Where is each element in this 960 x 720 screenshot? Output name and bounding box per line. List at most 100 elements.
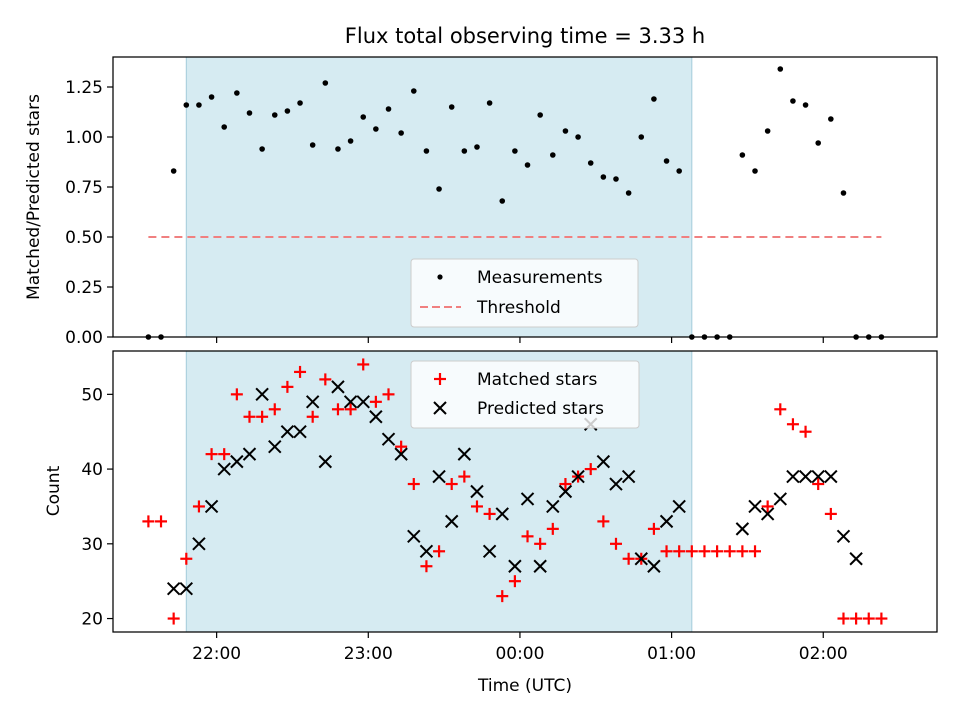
y-tick-label: 50 bbox=[81, 385, 103, 405]
predicted-star-point bbox=[811, 469, 825, 484]
matched-star-point bbox=[508, 575, 521, 588]
measurement-point bbox=[183, 102, 190, 108]
predicted-star-point bbox=[520, 492, 535, 506]
measurement-point bbox=[360, 114, 367, 120]
matched-star-point bbox=[180, 552, 193, 565]
measurement-point bbox=[562, 128, 569, 134]
measurement-points-layer bbox=[145, 66, 885, 340]
measurement-point bbox=[196, 102, 202, 108]
bottom-y-ticks: 20 30 40 50 bbox=[81, 385, 113, 630]
matched-star-point bbox=[862, 612, 875, 625]
measurement-point bbox=[651, 96, 657, 102]
y-tick-label: 0.50 bbox=[65, 228, 103, 248]
matched-star-point bbox=[609, 537, 622, 550]
top-x-ticks bbox=[216, 337, 824, 343]
predicted-star-point bbox=[634, 552, 648, 566]
matched-star-point bbox=[597, 515, 610, 528]
predicted-star-point bbox=[419, 544, 434, 558]
matched-star-point bbox=[331, 403, 344, 416]
matched-star-point bbox=[458, 470, 471, 483]
measurement-point bbox=[259, 146, 265, 152]
predicted-star-point bbox=[204, 499, 219, 514]
measurement-point bbox=[373, 126, 379, 132]
matched-star-point bbox=[243, 410, 256, 423]
measurement-point bbox=[676, 168, 682, 174]
y-tick-label: 0.25 bbox=[65, 278, 103, 298]
matched-star-point bbox=[786, 418, 799, 431]
predicted-star-point bbox=[735, 522, 750, 536]
predicted-star-point bbox=[318, 454, 333, 469]
matched-star-point bbox=[369, 395, 382, 408]
measurement-point bbox=[271, 112, 278, 118]
matched-star-point bbox=[837, 612, 850, 625]
y-tick-label: 1.00 bbox=[65, 128, 103, 148]
x-tick-label: 00:00 bbox=[495, 644, 544, 664]
matched-star-point bbox=[534, 537, 547, 550]
matched-star-point bbox=[357, 358, 370, 371]
matched-star-point bbox=[521, 530, 534, 543]
matched-star-point bbox=[470, 500, 483, 513]
y-tick-label: 20 bbox=[81, 610, 103, 630]
predicted-star-point bbox=[369, 410, 383, 424]
bottom-y-axis-label: Count bbox=[44, 465, 64, 516]
measurement-point bbox=[802, 102, 809, 108]
predicted-star-point bbox=[786, 469, 800, 484]
matched-star-point bbox=[761, 500, 774, 513]
predicted-star-point bbox=[407, 529, 421, 544]
measurement-point bbox=[322, 80, 329, 86]
matched-star-point bbox=[812, 478, 825, 491]
measurement-point bbox=[246, 110, 253, 116]
predicted-star-point bbox=[192, 537, 206, 551]
predicted-star-point bbox=[596, 454, 611, 469]
y-tick-label: 1.25 bbox=[65, 78, 103, 98]
predicted-star-point bbox=[356, 395, 370, 409]
matched-star-point bbox=[230, 388, 243, 401]
measurement-point bbox=[587, 160, 594, 166]
predicted-star-point bbox=[432, 469, 446, 484]
matched-star-point bbox=[685, 545, 698, 558]
matched-star-point bbox=[584, 463, 597, 476]
predicted-star-point bbox=[457, 447, 472, 461]
predicted-star-point bbox=[647, 559, 661, 573]
matched-star-point bbox=[824, 507, 837, 520]
predicted-star-point bbox=[836, 529, 851, 544]
measurement-point bbox=[234, 90, 240, 96]
matched-star-point bbox=[281, 380, 294, 393]
legend-measurements-label: Measurements bbox=[477, 268, 603, 288]
predicted-star-point bbox=[621, 469, 636, 484]
matched-star-point bbox=[205, 448, 218, 461]
matched-star-point bbox=[723, 545, 736, 558]
predicted-star-point bbox=[242, 447, 257, 461]
measurement-point bbox=[398, 130, 404, 136]
matched-star-point bbox=[395, 440, 408, 453]
matched-star-point bbox=[736, 545, 749, 558]
matched-star-point bbox=[192, 500, 205, 513]
predicted-star-point bbox=[849, 552, 863, 566]
predicted-star-point bbox=[444, 514, 459, 529]
bottom-legend-box bbox=[410, 360, 640, 429]
predicted-star-point bbox=[166, 581, 181, 596]
top-panel: Flux total observing time = 3.33 h 0.000… bbox=[24, 24, 938, 348]
matched-star-point bbox=[749, 545, 762, 558]
top-plot-frame bbox=[112, 56, 938, 338]
measurement-point bbox=[512, 148, 518, 154]
legend-measurements-marker bbox=[437, 274, 443, 280]
predicted-star-point bbox=[381, 432, 396, 446]
predicted-star-point bbox=[394, 447, 408, 461]
predicted-star-point bbox=[495, 507, 509, 521]
measurement-point bbox=[828, 116, 834, 122]
measurement-point bbox=[739, 152, 746, 158]
measurement-point bbox=[575, 134, 581, 140]
matched-star-point bbox=[218, 448, 231, 461]
matched-star-point bbox=[167, 612, 180, 625]
x-tick-label: 22:00 bbox=[192, 644, 241, 664]
measurement-point bbox=[537, 112, 543, 118]
measurement-point bbox=[638, 134, 645, 140]
measurement-point bbox=[474, 144, 480, 150]
matched-star-point bbox=[559, 478, 572, 491]
legend-matched-label: Matched stars bbox=[477, 370, 597, 390]
measurement-point bbox=[613, 176, 619, 182]
count-points-layer bbox=[142, 358, 888, 625]
predicted-star-point bbox=[255, 387, 269, 402]
predicted-star-point bbox=[470, 484, 484, 499]
